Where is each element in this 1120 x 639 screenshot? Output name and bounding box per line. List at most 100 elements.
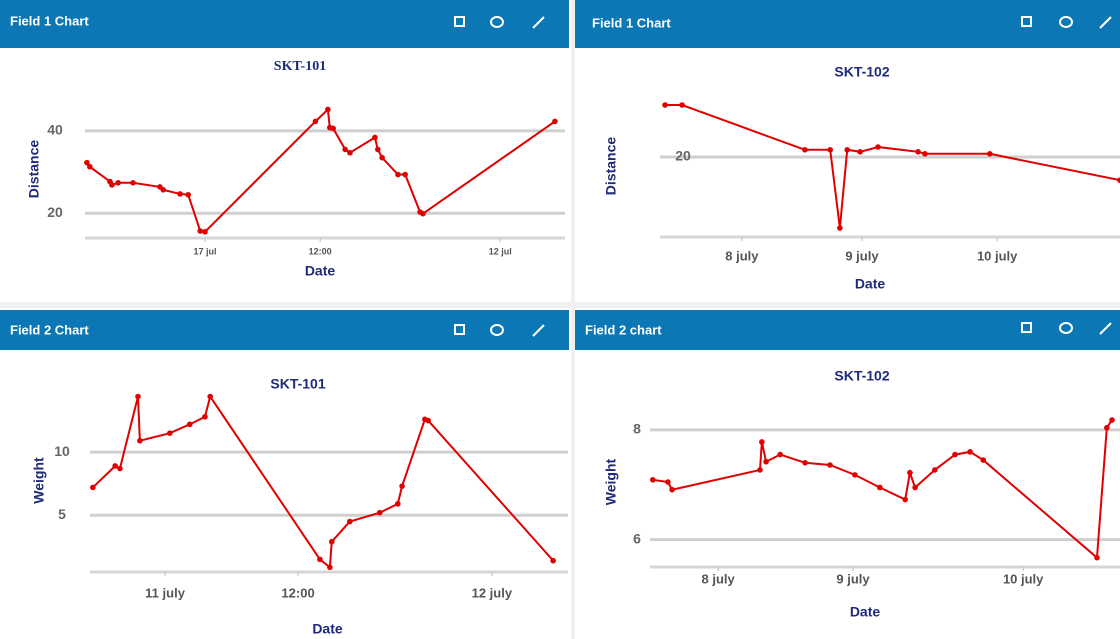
x-tick-label: 10 july [977, 248, 1018, 263]
x-tick-label: 8 july [725, 248, 759, 263]
header-bar [0, 0, 569, 48]
data-point [137, 437, 143, 444]
popout-icon[interactable] [1021, 322, 1032, 333]
y-axis-label: Distance [603, 137, 619, 196]
data-point [202, 413, 208, 420]
data-point [777, 451, 783, 458]
panel-header: Field 1 Chart [0, 0, 569, 48]
edit-icon[interactable] [1099, 16, 1112, 29]
chart-title: SKT-101 [270, 376, 325, 392]
data-point [327, 564, 333, 571]
data-point [802, 460, 808, 466]
header-bar [0, 310, 569, 350]
chart: SKT-102 6 8 8 july 9 july 10 july Date Weight [603, 368, 1120, 620]
data-point [375, 146, 381, 153]
data-point [312, 118, 319, 125]
data-point [342, 146, 348, 153]
edit-icon[interactable] [532, 324, 545, 337]
chart: SKT-101 20 40 17 jul 12:00 12 jul Date Distance [26, 59, 565, 279]
data-point [330, 125, 336, 132]
x-axis-label: Date [312, 621, 343, 637]
divider [571, 0, 575, 639]
comment-icon[interactable] [1059, 16, 1073, 28]
x-axis-label: Date [850, 604, 881, 620]
data-point [827, 147, 833, 153]
header-icons[interactable] [1021, 322, 1112, 335]
edit-icon[interactable] [532, 16, 545, 29]
data-point [844, 147, 851, 153]
x-tick-label: 12 july [472, 585, 513, 600]
data-point [372, 134, 378, 141]
data-point [665, 479, 671, 485]
data-point [952, 451, 958, 458]
data-point [347, 518, 353, 525]
data-point [399, 483, 405, 489]
popout-icon[interactable] [454, 16, 465, 27]
y-axis-label: Weight [31, 457, 47, 504]
data-point [857, 149, 863, 155]
x-tick-label: 8 july [702, 571, 736, 586]
data-point [837, 225, 843, 231]
data-point [827, 462, 833, 468]
data-point [177, 191, 183, 197]
data-point [185, 191, 191, 198]
x-tick-label: 12:00 [281, 585, 314, 600]
data-point [90, 484, 96, 491]
data-line [665, 104, 1120, 229]
panel-title: Field 2 Chart [10, 322, 89, 337]
data-point [552, 118, 558, 125]
header-icons[interactable] [454, 16, 545, 29]
data-point [907, 469, 913, 476]
x-tick-label: 9 july [845, 248, 879, 263]
panel-title: Field 1 Chart [592, 15, 671, 30]
header-icons[interactable] [454, 324, 545, 337]
y-tick-label: 8 [633, 421, 641, 437]
popout-icon[interactable] [1021, 16, 1032, 27]
data-point [130, 180, 136, 186]
y-tick-label: 20 [675, 148, 691, 164]
data-point [202, 229, 208, 235]
header-icons[interactable] [1021, 16, 1112, 29]
x-tick-label: 9 july [836, 571, 870, 586]
data-point [1104, 424, 1110, 431]
data-point [115, 180, 121, 186]
data-point [84, 159, 90, 166]
data-point [550, 557, 556, 564]
data-point [679, 102, 685, 108]
x-tick-label: 10 july [1003, 571, 1044, 586]
data-point [402, 171, 408, 178]
panel-title: Field 2 chart [585, 322, 662, 337]
edit-icon[interactable] [1099, 322, 1112, 335]
data-point [763, 458, 769, 465]
y-tick-label: 6 [633, 530, 641, 546]
data-point [877, 484, 883, 491]
data-point [379, 154, 385, 161]
data-point [112, 463, 118, 469]
data-point [197, 228, 203, 234]
comment-icon[interactable] [1059, 322, 1073, 334]
comment-icon[interactable] [490, 16, 504, 28]
data-point [757, 467, 763, 473]
x-axis-label: Date [855, 276, 886, 292]
data-point [395, 171, 401, 178]
data-point [117, 465, 123, 472]
data-point [1117, 177, 1120, 183]
y-axis-label: Weight [603, 458, 619, 505]
chart-title: SKT-102 [834, 368, 889, 384]
data-point [87, 163, 93, 170]
data-point [967, 449, 973, 455]
data-point [186, 421, 193, 428]
y-tick-label: 10 [54, 443, 70, 459]
panel-header: Field 2 chart [575, 310, 1120, 350]
chart-title: SKT-101 [274, 59, 326, 74]
panel-header: Field 2 Chart [0, 310, 569, 350]
data-point [912, 484, 918, 491]
popout-icon[interactable] [454, 324, 465, 335]
chart: SKT-101 5 10 11 july 12:00 12 july Date Weight [31, 376, 568, 637]
chart: SKT-102 20 8 july 9 july 10 july Date Distance [603, 64, 1120, 292]
panel-header: Field 1 Chart [575, 0, 1120, 48]
comment-icon[interactable] [490, 324, 504, 336]
data-point [759, 439, 765, 445]
chart-title: SKT-102 [834, 64, 889, 80]
data-point [669, 486, 675, 493]
